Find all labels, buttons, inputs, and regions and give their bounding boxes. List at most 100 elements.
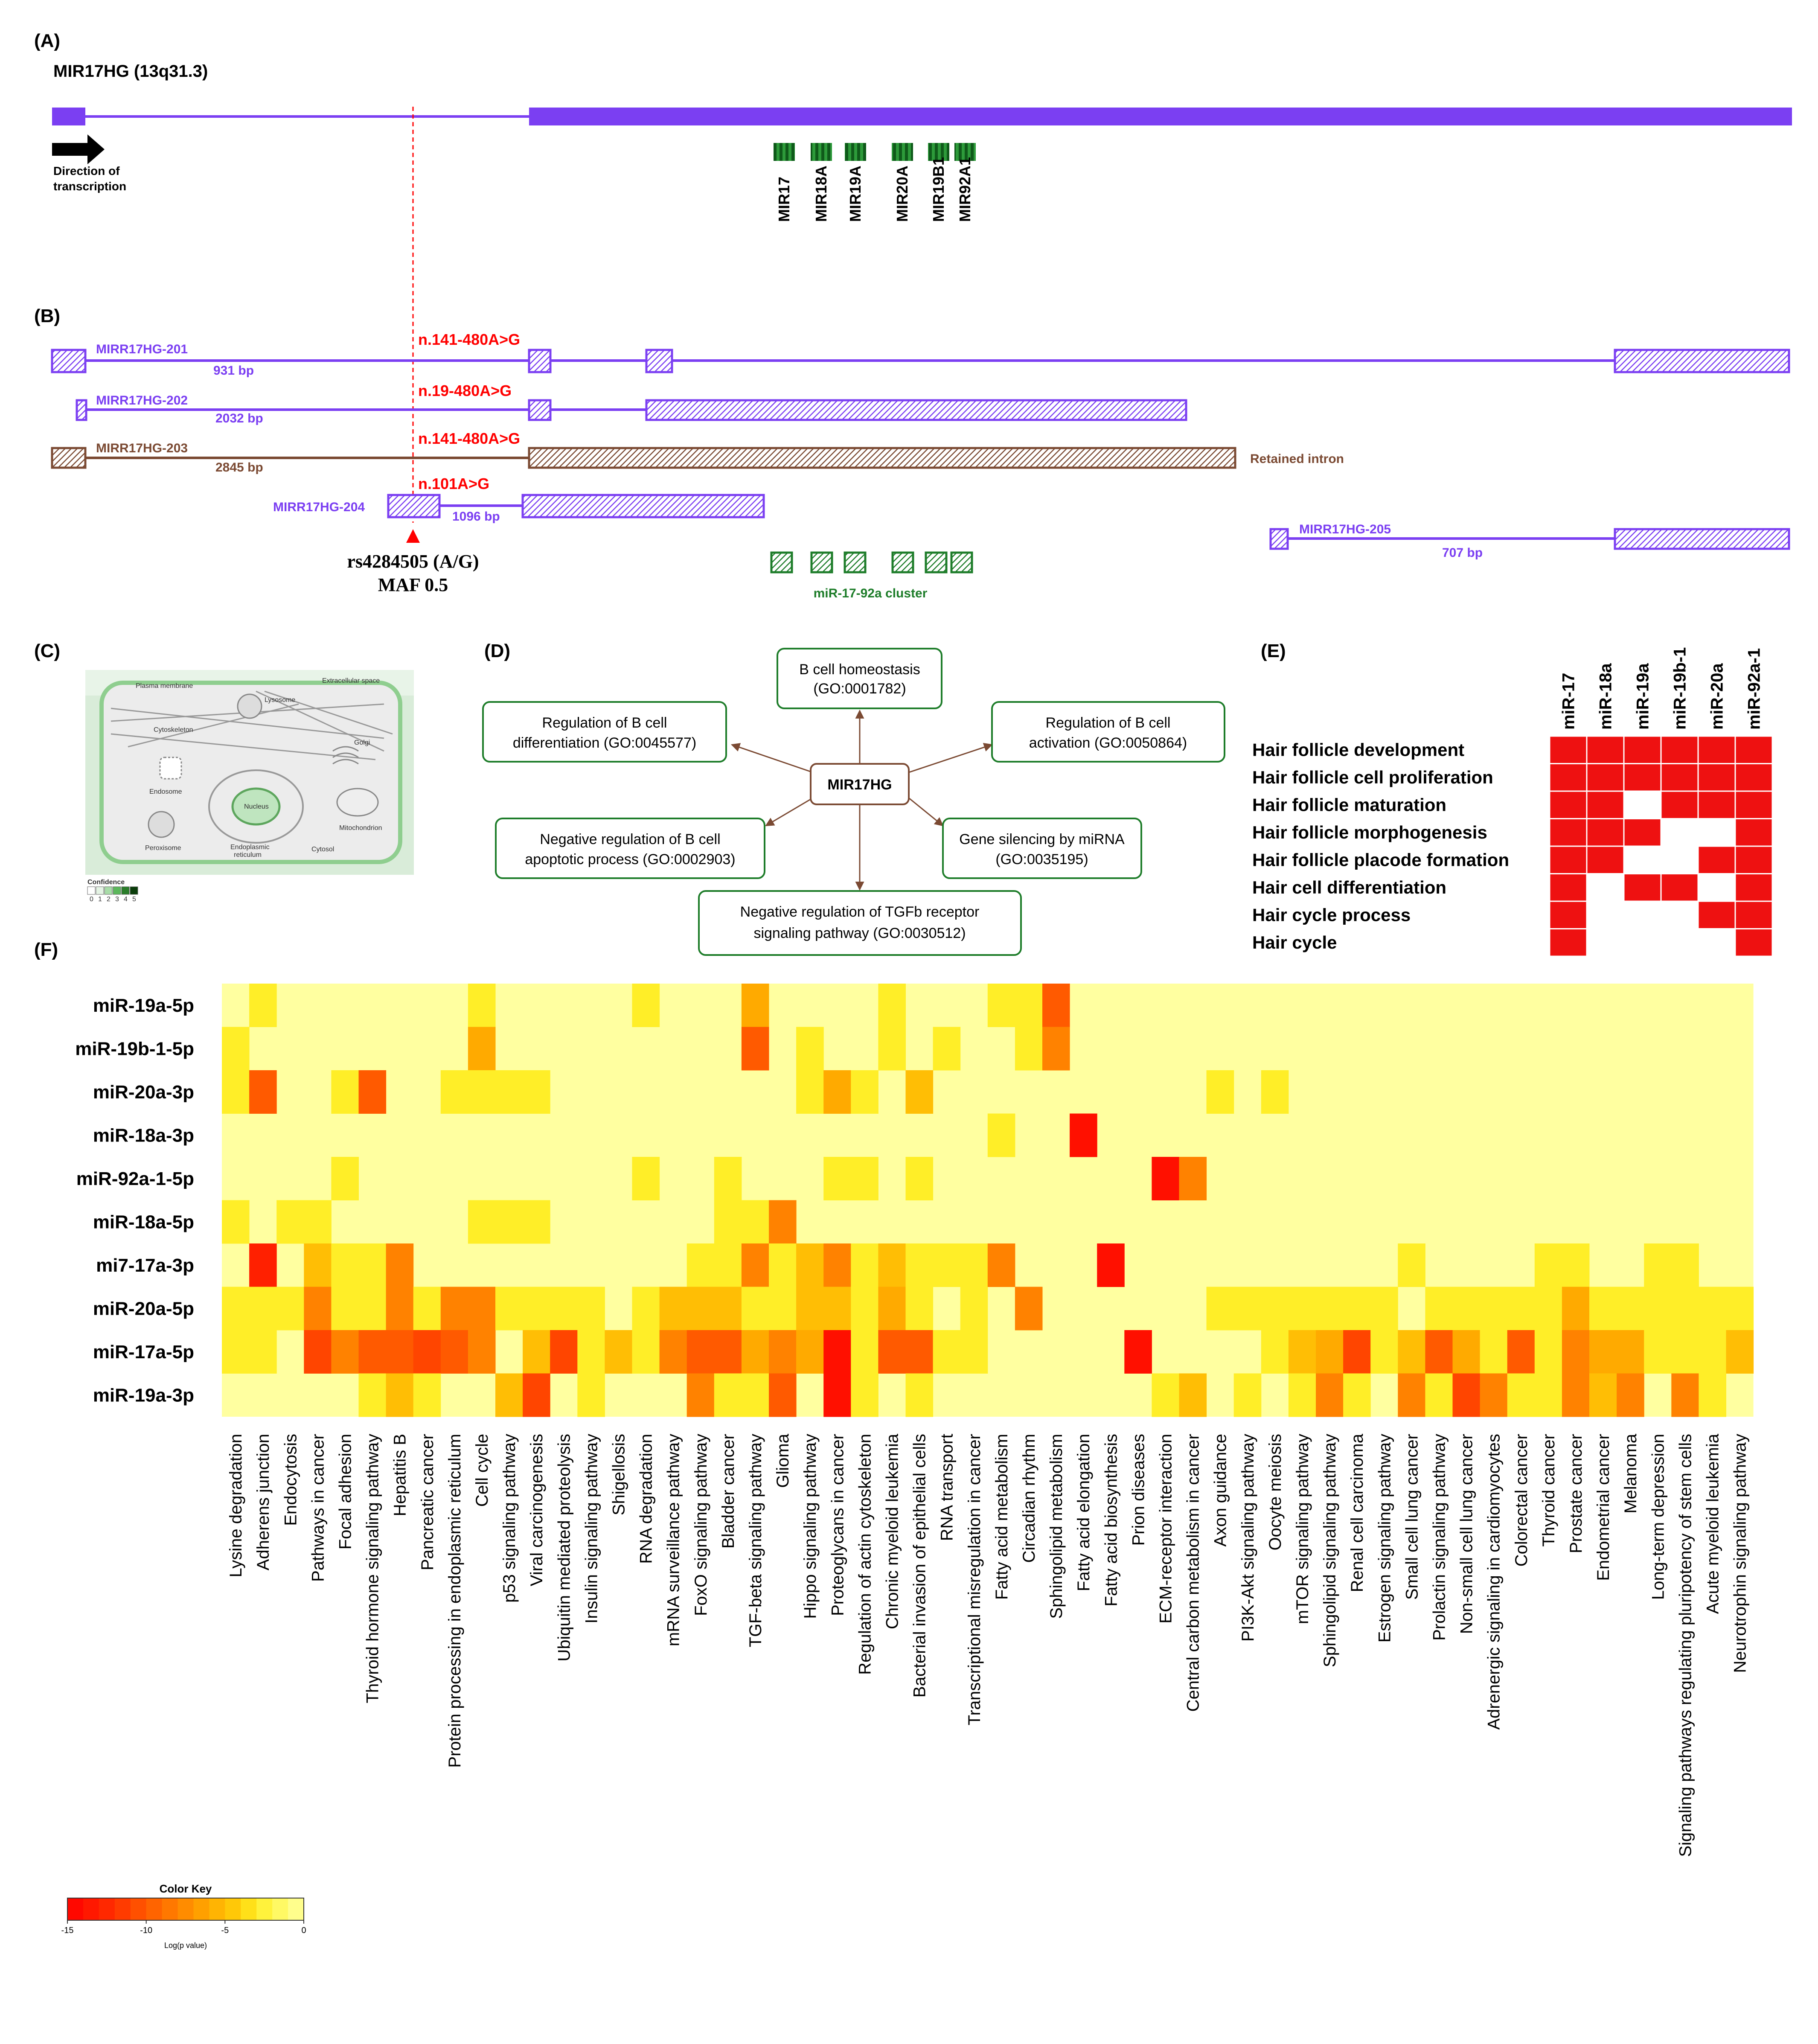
heatmap-cell xyxy=(1288,1287,1316,1331)
cluster-box xyxy=(925,551,948,574)
heatmap-cell xyxy=(823,1157,851,1200)
go-term-tgfb-line2: signaling pathway (GO:0030512) xyxy=(753,925,966,941)
heatmap-cell xyxy=(1206,1287,1234,1331)
heatmap-row-label: miR-18a-3p xyxy=(93,1125,194,1146)
heatmap-cell xyxy=(386,1373,414,1417)
heatmap-cell xyxy=(1179,1157,1207,1200)
heatmap-cell xyxy=(1534,1330,1562,1374)
color-key-step xyxy=(146,1898,163,1920)
heatmap-cell xyxy=(1562,1287,1590,1331)
heatmap-cell xyxy=(905,1157,934,1200)
label-er: Endoplasmic xyxy=(230,844,270,851)
heatmap-cell xyxy=(823,1070,851,1114)
go-term-gene-silencing: Gene silencing by miRNA (GO:0035195) xyxy=(942,818,1142,879)
heatmap-column-label: Endometrial cancer xyxy=(1594,1434,1613,1581)
transcript-205-bp: 707 bp xyxy=(1442,546,1483,560)
heatmap-column-label: Non-small cell lung cancer xyxy=(1457,1434,1476,1634)
label-cytoskeleton: Cytoskeleton xyxy=(154,726,193,734)
heatmap-cell xyxy=(878,1287,906,1331)
hair-cell xyxy=(1660,873,1699,902)
color-key-step xyxy=(83,1898,99,1920)
heatmap-cell xyxy=(1015,1287,1043,1331)
heatmap-row-label: miR-17a-5p xyxy=(93,1342,194,1363)
heatmap-column-label: Pathways in cancer xyxy=(308,1434,327,1582)
mirna-markers: MIR17 MIR18A MIR19A MIR20A MIR19B1 MIR92A1 xyxy=(774,143,976,222)
heatmap-cell xyxy=(1507,1373,1535,1417)
hair-column-label: miR-92a-1 xyxy=(1745,648,1764,730)
heatmap-cell xyxy=(413,1330,441,1374)
cluster-box xyxy=(810,551,833,574)
hair-cell xyxy=(1623,873,1662,902)
heatmap-column-label: Oocyte meiosis xyxy=(1266,1434,1285,1550)
hair-cell xyxy=(1623,845,1662,874)
heatmap-cell xyxy=(1206,1070,1234,1114)
heatmap-cell xyxy=(659,1287,687,1331)
hair-cell xyxy=(1734,845,1773,874)
nucleus-shape xyxy=(231,787,281,826)
heatmap-row-label: miR-20a-3p xyxy=(93,1082,194,1103)
transcript-205-name: MIRR17HG-205 xyxy=(1299,522,1391,536)
hair-cell xyxy=(1549,900,1588,929)
heatmap-cell xyxy=(523,1287,550,1331)
transcript-204: MIRR17HG-204 1096 bp n.101A>G xyxy=(273,475,765,524)
heatmap-cell xyxy=(1480,1287,1508,1331)
transcript-202-name: MIRR17HG-202 xyxy=(96,393,188,408)
arrow-to-activation xyxy=(908,743,993,773)
hair-column-label: miR-20a xyxy=(1708,663,1727,730)
hair-cell xyxy=(1623,735,1662,764)
heatmap-cell xyxy=(1699,1287,1726,1331)
heatmap-cell xyxy=(769,1330,797,1374)
transcript-201-bp: 931 bp xyxy=(213,364,254,378)
heatmap-cell xyxy=(304,1200,332,1244)
heatmap-cell xyxy=(960,1330,988,1374)
heatmap-cell xyxy=(632,1157,660,1200)
arrow-to-apoptotic xyxy=(765,797,813,827)
label-plasma-membrane: Plasma membrane xyxy=(136,682,193,690)
cluster-box xyxy=(770,551,793,574)
heatmap-column-label: Regulation of actin cytoskeleton xyxy=(855,1434,874,1675)
transcript-205: MIRR17HG-205 707 bp xyxy=(1269,522,1790,560)
heatmap-cell xyxy=(331,1070,359,1114)
transcript-204-bp: 1096 bp xyxy=(452,510,500,524)
transcript-201-variant: n.141-480A>G xyxy=(418,331,520,348)
heatmap-column-label: Endocytosis xyxy=(281,1434,300,1526)
mirna-box-mir17 xyxy=(774,143,795,161)
heatmap-column-label: Fatty acid metabolism xyxy=(992,1434,1011,1600)
mirna-box-mir20a xyxy=(892,143,913,161)
heatmap-row-label: miR-19a-3p xyxy=(93,1385,194,1406)
mirna-box-mir18a xyxy=(811,143,832,161)
hair-cell xyxy=(1697,845,1736,874)
label-confidence: Confidence xyxy=(87,879,125,886)
heatmap-column-label: mRNA surveillance pathway xyxy=(664,1434,683,1646)
confidence-tick: 3 xyxy=(115,896,119,903)
heatmap-cell xyxy=(331,1157,359,1200)
hair-row-label: Hair follicle development xyxy=(1252,740,1464,760)
heatmap-cell xyxy=(714,1373,742,1417)
heatmap-cell xyxy=(413,1373,441,1417)
go-term-apoptotic-line1: Negative regulation of B cell xyxy=(540,831,720,847)
heatmap-column-label: Prion diseases xyxy=(1129,1434,1148,1546)
label-cytosol: Cytosol xyxy=(311,846,334,853)
heatmap-cell xyxy=(358,1373,387,1417)
hair-cell xyxy=(1623,790,1662,819)
heatmap-column-label: Cell cycle xyxy=(473,1434,492,1507)
heatmap-cell xyxy=(249,1330,277,1374)
heatmap-cell xyxy=(222,1287,250,1331)
heatmap-cell xyxy=(741,1027,769,1071)
heatmap-cell xyxy=(222,1027,250,1071)
heatmap-row-label: miR-92a-1-5p xyxy=(76,1168,194,1189)
hair-cell xyxy=(1660,790,1699,819)
heatmap-column-label: Acute myeloid leukemia xyxy=(1703,1433,1722,1614)
transcript-202-bp: 2032 bp xyxy=(215,411,263,425)
heatmap-cell xyxy=(249,984,277,1027)
label-er-2: reticulum xyxy=(234,851,262,859)
heatmap-column-label: Insulin signaling pathway xyxy=(582,1434,601,1624)
direction-label-2: transcription xyxy=(53,180,126,193)
heatmap-cell xyxy=(1452,1330,1481,1374)
heatmap-cell xyxy=(222,1200,250,1244)
hair-cell xyxy=(1660,900,1699,929)
hair-cell xyxy=(1697,818,1736,847)
confidence-swatch xyxy=(121,886,130,895)
heatmap-cell xyxy=(1288,1373,1316,1417)
center-node-label: MIR17HG xyxy=(827,777,892,793)
